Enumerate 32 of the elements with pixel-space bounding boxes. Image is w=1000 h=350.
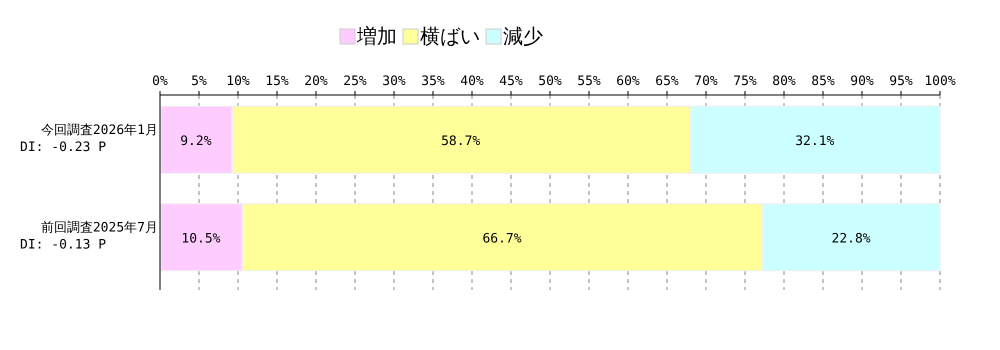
x-tick-label: 80% [772, 74, 796, 89]
x-tick-label: 60% [616, 74, 640, 89]
x-tick-label: 55% [577, 74, 601, 89]
x-tick-label: 85% [811, 74, 835, 89]
data-label: 32.1% [795, 134, 835, 149]
x-tick-label: 15% [265, 74, 289, 89]
y-tick-label: 前回調査2025年7月 DI: -0.13 P [20, 220, 158, 252]
x-tick-label: 90% [850, 74, 874, 89]
x-tick-label: 70% [694, 74, 718, 89]
y-tick-label: 今回調査2026年1月 DI: -0.23 P [20, 122, 158, 155]
x-tick-label: 10% [226, 74, 250, 89]
data-label: 22.8% [832, 231, 871, 246]
x-tick-label: 25% [343, 74, 367, 89]
x-tick-label: 65% [655, 74, 679, 89]
x-tick-label: 20% [304, 74, 328, 89]
data-label: 58.7% [441, 134, 480, 149]
x-tick-label: 0% [152, 74, 168, 89]
x-tick-label: 5% [191, 74, 207, 89]
x-tick-label: 40% [460, 74, 484, 89]
text: 横ばい [420, 24, 480, 48]
legend-label: 増加 [356, 24, 397, 48]
x-tick-label: 50% [538, 74, 562, 89]
x-tick-label: 75% [733, 74, 757, 89]
x-tick-label: 35% [421, 74, 445, 89]
legend-label: 減少 [503, 24, 543, 48]
x-tick-label: 45% [499, 74, 523, 89]
x-tick-label: 30% [382, 74, 406, 89]
data-label: 66.7% [482, 231, 522, 246]
data-label: 10.5% [181, 231, 221, 246]
x-tick-label: 95% [889, 74, 913, 89]
x-tick-label: 100% [924, 74, 956, 89]
data-label: 9.2% [180, 134, 212, 149]
